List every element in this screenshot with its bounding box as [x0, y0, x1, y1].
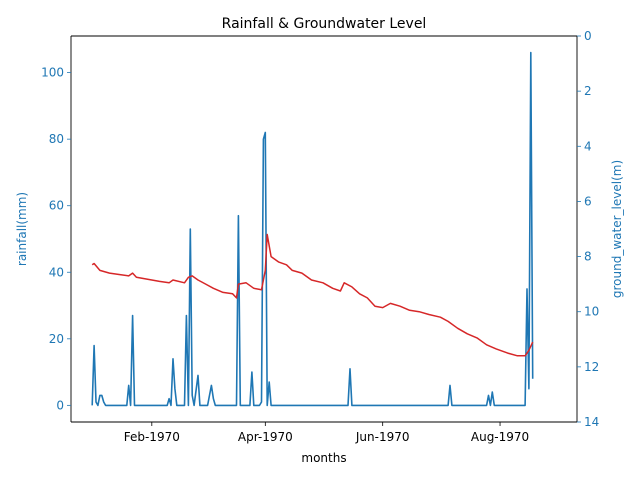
- x-axis-ticks: Feb-1970 Apr-1970 Jun-1970 Aug-1970: [124, 422, 529, 444]
- right-y-tick-label: 0: [584, 29, 592, 43]
- chart-title: Rainfall & Groundwater Level: [222, 16, 427, 32]
- x-tick-label: Feb-1970: [124, 430, 180, 444]
- left-y-axis-label: rainfall(mm): [15, 192, 29, 266]
- rainfall-series-line: [91, 51, 534, 407]
- left-y-tick-label: 40: [49, 265, 64, 279]
- rainfall-line-group: [91, 51, 534, 407]
- left-y-tick-label: 0: [56, 398, 64, 412]
- left-y-tick-label: 100: [41, 66, 64, 80]
- right-y-tick-label: 14: [584, 415, 599, 429]
- x-tick-label: Jun-1970: [355, 430, 410, 444]
- right-y-tick-label: 2: [584, 84, 592, 98]
- right-y-tick-label: 10: [584, 305, 599, 319]
- right-y-tick-label: 6: [584, 194, 592, 208]
- right-y-axis-label: ground_water_level(m): [610, 160, 624, 298]
- groundwater-line-group: [91, 233, 534, 357]
- x-tick-label: Aug-1970: [471, 430, 529, 444]
- left-y-axis-ticks: 0 20 40 60 80 100: [41, 66, 71, 412]
- right-y-tick-label: 4: [584, 139, 592, 153]
- left-y-tick-label: 80: [49, 132, 64, 146]
- right-y-tick-label: 12: [584, 360, 599, 374]
- right-y-axis-ticks: 0 2 4 6 8 10 12 14: [577, 29, 599, 429]
- groundwater-series-line: [91, 233, 534, 357]
- left-y-tick-label: 60: [49, 199, 64, 213]
- x-axis-label: months: [301, 451, 346, 465]
- x-tick-label: Apr-1970: [238, 430, 293, 444]
- left-y-tick-label: 20: [49, 332, 64, 346]
- right-y-tick-label: 8: [584, 250, 592, 264]
